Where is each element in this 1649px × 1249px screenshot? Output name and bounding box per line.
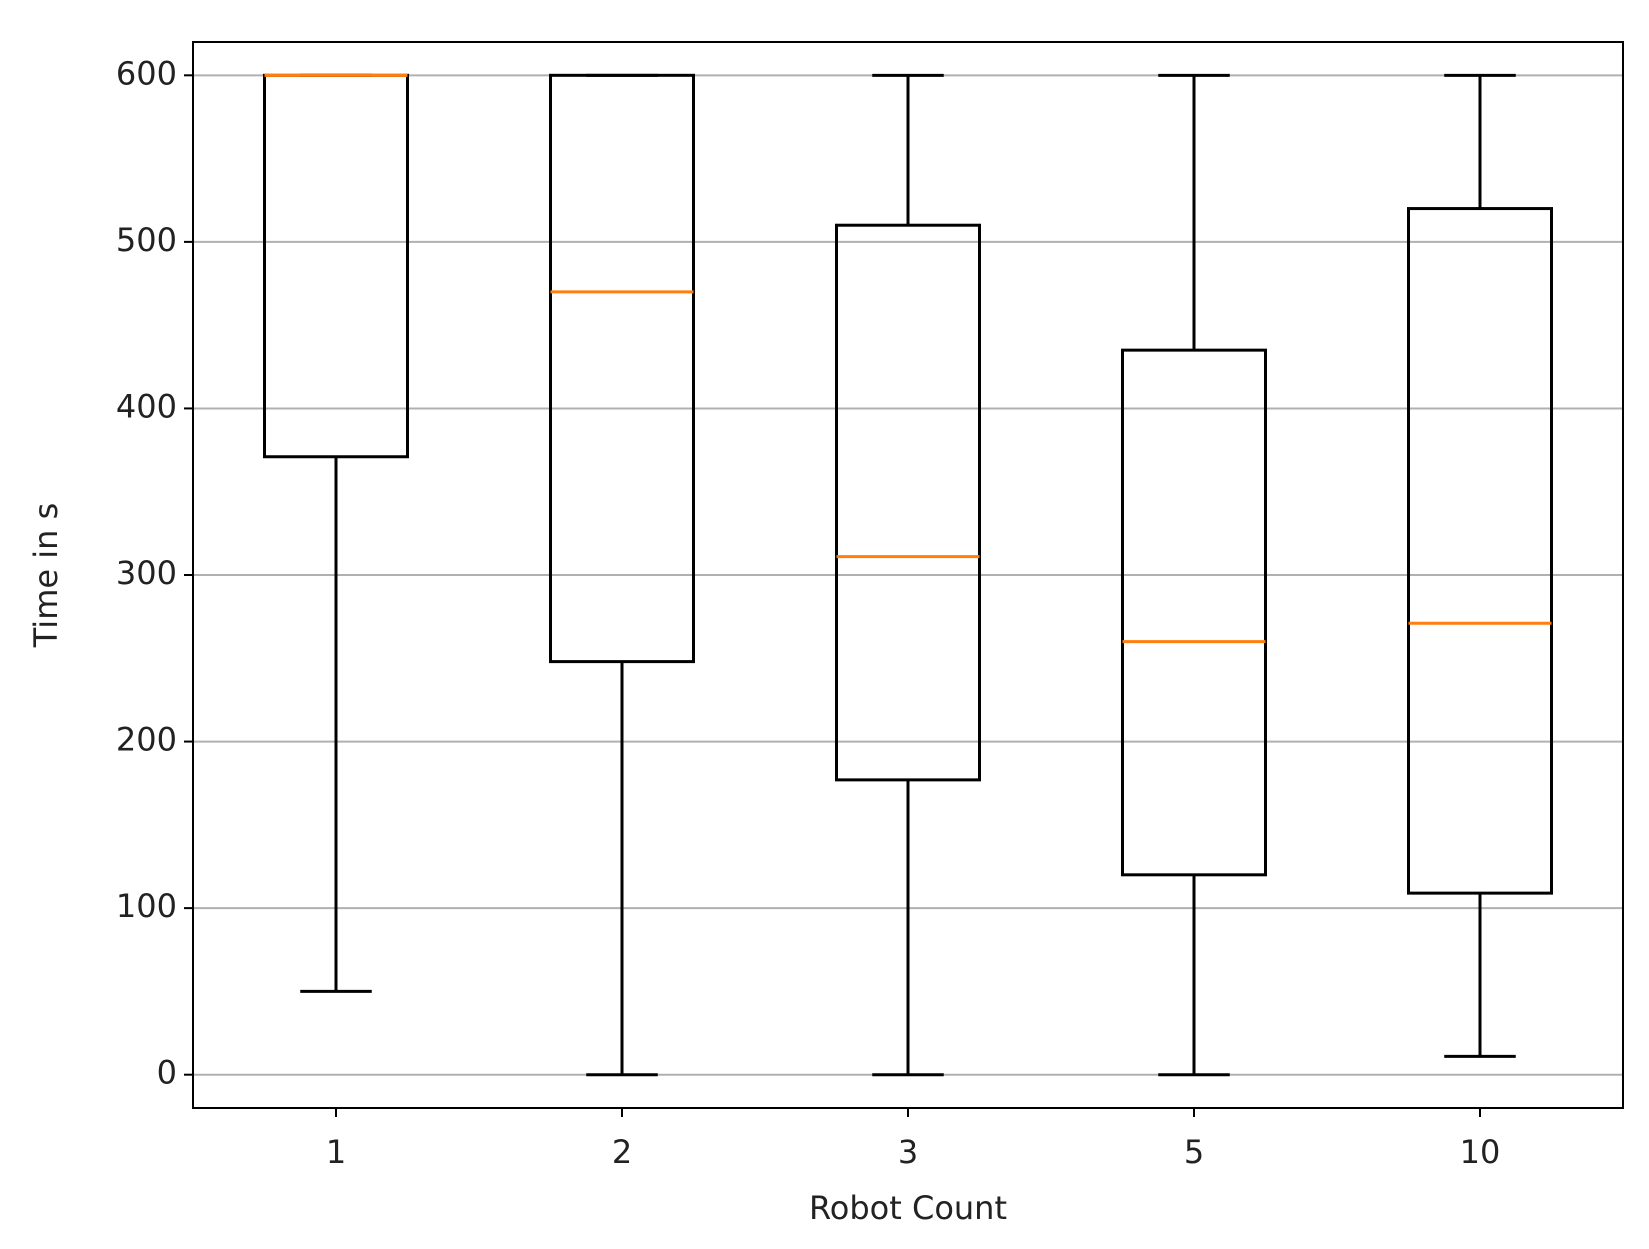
box — [549, 73, 695, 664]
y-tick-label: 200 — [116, 721, 177, 759]
y-tick-label: 500 — [116, 221, 177, 259]
box — [835, 223, 981, 782]
x-tick-label: 5 — [1184, 1133, 1204, 1171]
plot-frame — [192, 41, 1624, 1109]
y-tick-label: 0 — [157, 1054, 177, 1092]
y-tick-label: 100 — [116, 887, 177, 925]
x-tick-label: 2 — [612, 1133, 632, 1171]
x-tick-label: 3 — [898, 1133, 918, 1171]
y-tick-label: 400 — [116, 387, 177, 425]
box — [1407, 207, 1553, 895]
box — [263, 73, 409, 459]
box — [1121, 348, 1267, 877]
y-tick-label: 300 — [116, 554, 177, 592]
x-tick-label: 10 — [1460, 1133, 1501, 1171]
x-axis-label: Robot Count — [809, 1189, 1007, 1227]
y-tick-label: 600 — [116, 54, 177, 92]
y-axis-label: Time in s — [27, 503, 65, 649]
x-tick-label: 1 — [326, 1133, 346, 1171]
